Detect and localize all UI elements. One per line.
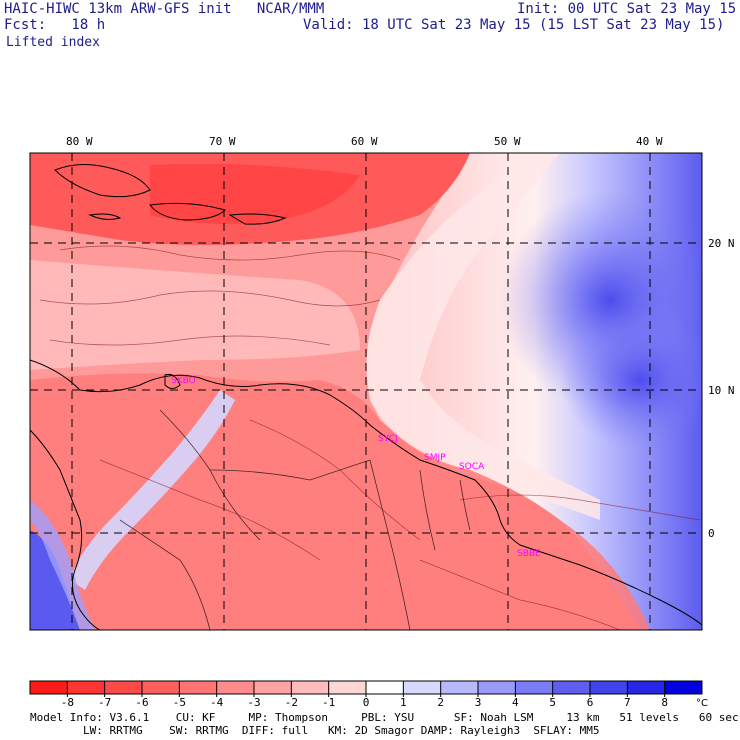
colorbar-swatch [552, 681, 591, 694]
colorbar-tick-label: 0 [363, 696, 370, 709]
model-info-line-1: Model Info: V3.6.1 CU: KF MP: Thompson P… [30, 711, 739, 724]
colorbar-tick-label: -2 [285, 696, 298, 709]
colorbar-tick-label: 5 [549, 696, 556, 709]
station-labels: SKBO SYCJ SMJP SOCA SBBE [171, 376, 541, 559]
colorbar-tick-label: 2 [437, 696, 444, 709]
colorbar-swatch [104, 681, 143, 694]
colorbar-swatch [664, 681, 703, 694]
lat-label-10n: 10 N [708, 384, 735, 397]
andes-band [70, 390, 235, 590]
colorbar-swatch [328, 681, 367, 694]
colorbar-swatch [478, 681, 516, 694]
caribbean-core [150, 163, 360, 224]
init-time: Init: 00 UTC Sat 23 May 15 [517, 1, 737, 17]
colorbar-swatch [142, 681, 180, 694]
lat-lon-grid [30, 153, 702, 630]
neutral-band [366, 153, 600, 520]
colorbar-tick-label: -7 [98, 696, 111, 709]
colorbar-tick-label: -4 [210, 696, 224, 709]
lon-label-40w: 40 W [636, 135, 663, 148]
colorbar-unit: °C [696, 698, 708, 709]
station-skbo: SKBO [171, 376, 196, 386]
model-info-line-2: LW: RRTMG SW: RRTMG DIFF: full KM: 2D Sm… [30, 724, 600, 737]
colorbar-swatch [67, 681, 106, 694]
colorbar-swatch [179, 681, 218, 694]
pacific-blue [30, 530, 80, 630]
caribbean-mid-field [30, 260, 360, 370]
colorbar-tick-label: -1 [322, 696, 335, 709]
map-title: HAIC-HIWC 13km ARW-GFS init NCAR/MMM [4, 1, 325, 17]
colorbar-tick-label: 6 [587, 696, 594, 709]
colorbar-swatch [403, 681, 442, 694]
colorbar-swatch [590, 681, 628, 694]
station-smjp: SMJP [424, 453, 446, 463]
borders [119, 409, 471, 630]
lat-label-20n: 20 N [708, 237, 735, 250]
contours [39, 245, 701, 630]
station-sbbe: SBBE [517, 549, 541, 559]
colorbar-tick-label: -8 [61, 696, 74, 709]
colorbar-swatch [254, 681, 292, 694]
forecast-hour: Fcst: 18 h [4, 17, 106, 33]
colorbar-tick-label: 7 [624, 696, 631, 709]
colorbar-tick-label: -3 [247, 696, 260, 709]
colorbar-tick-label: 1 [400, 696, 407, 709]
lon-label-60w: 60 W [351, 135, 378, 148]
colorbar-swatch [627, 681, 666, 694]
colorbar-swatch [366, 681, 404, 694]
colorbar-swatch [291, 681, 330, 694]
colorbar-swatch [30, 681, 68, 694]
colorbar: -8 -7 -6 -5 -4 -3 -2 -1 0 1 2 3 4 5 6 7 8 °C [29, 680, 708, 709]
lon-label-70w: 70 W [209, 135, 236, 148]
lon-label-50w: 50 W [494, 135, 521, 148]
map-frame [29, 152, 703, 631]
coastlines [30, 164, 702, 630]
colorbar-swatch [440, 681, 479, 694]
colorbar-tick-label: 3 [475, 696, 482, 709]
station-sycj: SYCJ [378, 434, 398, 444]
blue-core-2 [560, 310, 702, 450]
lat-label-equator: 0 [708, 527, 715, 540]
colorbar-tick-label: 4 [512, 696, 519, 709]
field-name: Lifted index [6, 35, 100, 50]
colorbar-swatch [216, 681, 255, 694]
valid-time: Valid: 18 UTC Sat 23 May 15 (15 LST Sat … [303, 17, 725, 33]
station-soca: SOCA [459, 462, 485, 472]
colorbar-tick-label: -5 [173, 696, 186, 709]
colorbar-swatch [515, 681, 554, 694]
colorbar-tick-label: -6 [135, 696, 148, 709]
colorbar-tick-label: 8 [661, 696, 668, 709]
lon-label-80w: 80 W [66, 135, 93, 148]
